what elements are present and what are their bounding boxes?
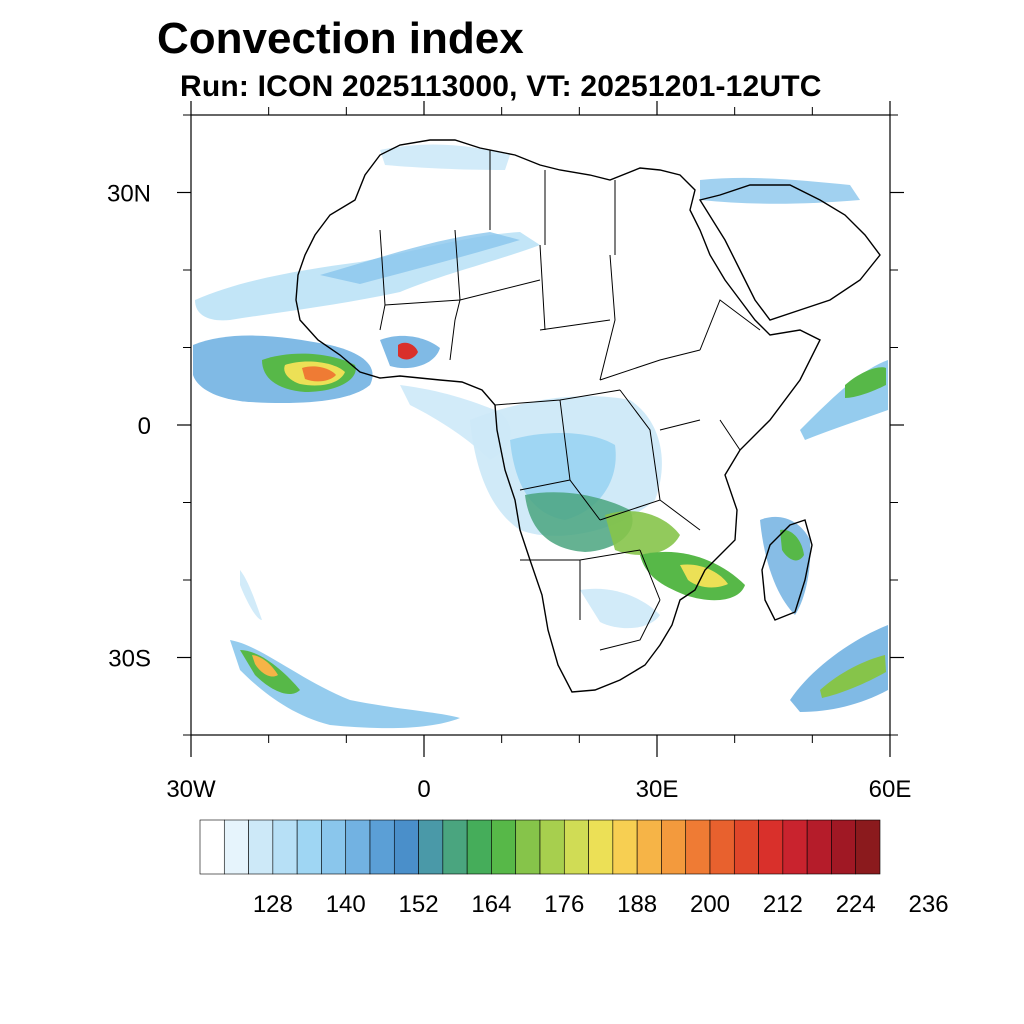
lat-tick-label: 30N xyxy=(107,181,151,208)
colorbar-swatch xyxy=(369,819,395,875)
convection-region-madagascar-core xyxy=(780,529,804,561)
colorbar-tick-label: 128 xyxy=(253,891,293,918)
colorbar-swatch xyxy=(588,819,614,875)
colorbar-swatch xyxy=(782,819,808,875)
arabia-coastline xyxy=(698,184,881,321)
axis-ticks: 30N 0 30S 30W 0 30E 60E xyxy=(107,101,911,803)
convection-region-south-atlantic-peak xyxy=(252,655,278,677)
convection-region-zambia xyxy=(605,511,680,555)
colorbar-swatch xyxy=(491,819,517,875)
colorbar-tick-label: 224 xyxy=(836,891,876,918)
convection-region-indian-ocean-north-core xyxy=(845,367,886,398)
colorbar-tick-label: 164 xyxy=(471,891,511,918)
convection-region-south-atlantic xyxy=(230,640,460,729)
colorbar-swatch xyxy=(855,819,881,875)
convection-region-north-africa xyxy=(380,144,510,170)
colorbar-swatch xyxy=(199,819,225,875)
colorbar-swatch xyxy=(345,819,371,875)
colorbar-swatch xyxy=(442,819,468,875)
convection-region-mozambique-core xyxy=(680,564,728,588)
colorbar-swatch xyxy=(466,819,492,875)
country-borders xyxy=(379,150,761,651)
africa-coastline xyxy=(295,139,821,693)
convection-layer xyxy=(193,144,888,729)
lon-tick-label: 30E xyxy=(636,776,679,803)
map-area xyxy=(191,115,890,735)
run-subtitle: Run: ICON 2025113000, VT: 20251201-12UTC xyxy=(180,70,822,103)
convection-region-arabia xyxy=(700,177,860,204)
colorbar-swatch xyxy=(296,819,322,875)
colorbar-tick-label: 140 xyxy=(326,891,366,918)
lat-tick-label: 30S xyxy=(108,646,151,673)
convection-region-sahel-band xyxy=(320,232,520,284)
colorbar-swatch xyxy=(758,819,784,875)
colorbar-swatch xyxy=(709,819,735,875)
convection-region-west-coast-peak xyxy=(302,366,336,382)
colorbar-swatch xyxy=(661,819,687,875)
colorbar-swatch xyxy=(636,819,662,875)
colorbar-swatch xyxy=(612,819,638,875)
colorbar-tick-label: 176 xyxy=(544,891,584,918)
lat-tick-label: 0 xyxy=(138,413,151,440)
convection-region-indian-ocean-south xyxy=(790,625,888,712)
colorbar-swatch xyxy=(248,819,274,875)
convection-region-atlantic-scatter xyxy=(240,570,262,620)
colorbar-swatch xyxy=(418,819,444,875)
colorbar-swatch xyxy=(272,819,298,875)
convection-region-south-africa xyxy=(580,588,660,629)
convection-region-nigeria-core xyxy=(398,342,418,360)
colorbar-tick-label: 188 xyxy=(617,891,657,918)
colorbar-swatch xyxy=(223,819,249,875)
colorbar-swatch xyxy=(539,819,565,875)
coastlines xyxy=(295,139,881,693)
colorbar-swatch xyxy=(831,819,857,875)
convection-region-angola xyxy=(525,492,633,552)
colorbar-tick-label: 152 xyxy=(399,891,439,918)
lon-tick-label: 0 xyxy=(417,776,430,803)
colorbar-tick-label: 236 xyxy=(909,891,949,918)
colorbar-swatch xyxy=(685,819,711,875)
colorbar-swatch xyxy=(321,819,347,875)
colorbar-swatch xyxy=(806,819,832,875)
colorbar-swatch xyxy=(563,819,589,875)
lon-tick-label: 60E xyxy=(869,776,912,803)
colorbar: 128 140 152 164 176 188 200 212 224 236 xyxy=(199,819,949,918)
convection-region-indian-ocean-south-core xyxy=(820,655,886,698)
madagascar-coastline xyxy=(761,519,813,621)
colorbar-tick-label: 212 xyxy=(763,891,803,918)
colorbar-tick-label: 200 xyxy=(690,891,730,918)
border-lines xyxy=(379,150,761,651)
chart-title: Convection index xyxy=(157,14,524,63)
lon-tick-label: 30W xyxy=(166,776,216,803)
colorbar-swatch xyxy=(733,819,759,875)
colorbar-swatch xyxy=(515,819,541,875)
colorbar-swatch xyxy=(393,819,419,875)
